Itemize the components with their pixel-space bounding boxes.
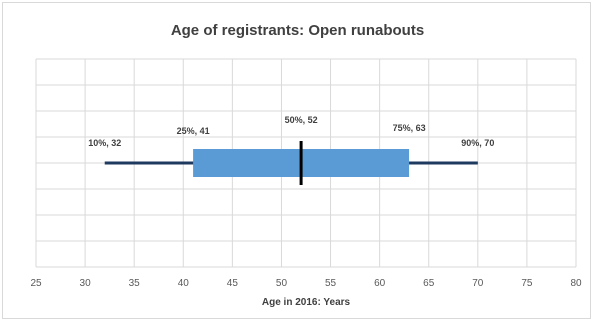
x-tick-label: 25 — [30, 278, 42, 289]
x-axis-label: Age in 2016: Years — [262, 297, 351, 308]
x-tick-label: 45 — [227, 278, 239, 289]
x-tick-label: 40 — [178, 278, 190, 289]
chart-title: Age of registrants: Open runabouts — [170, 22, 425, 39]
data-label: 25%, 41 — [177, 126, 210, 136]
data-label: 90%, 70 — [461, 138, 494, 148]
x-tick-label: 80 — [570, 278, 582, 289]
x-tick-label: 55 — [325, 278, 337, 289]
data-label: 50%, 52 — [285, 115, 318, 125]
data-label: 10%, 32 — [88, 138, 121, 148]
x-tick-label: 50 — [276, 278, 288, 289]
x-tick-label: 65 — [423, 278, 435, 289]
x-tick-label: 30 — [80, 278, 92, 289]
x-tick-label: 35 — [129, 278, 141, 289]
x-tick-label: 70 — [472, 278, 484, 289]
data-label: 75%, 63 — [393, 123, 426, 133]
x-tick-label: 60 — [374, 278, 386, 289]
x-tick-label: 75 — [521, 278, 533, 289]
